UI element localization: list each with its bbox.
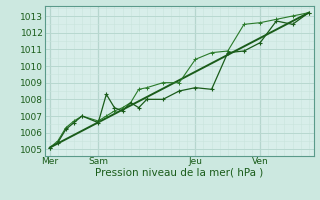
X-axis label: Pression niveau de la mer( hPa ): Pression niveau de la mer( hPa ) [95,168,263,178]
